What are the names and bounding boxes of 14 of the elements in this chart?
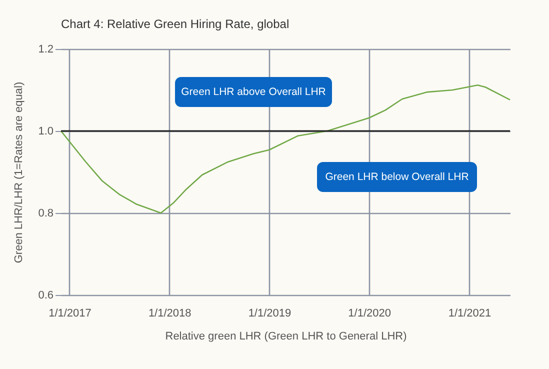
y-tick-label: 0.8 <box>38 208 54 220</box>
annotation: Green LHR above Overall LHR <box>181 86 326 98</box>
x-tick-label: 1/1/2017 <box>48 308 92 320</box>
chart-title: Chart 4: Relative Green Hiring Rate, global <box>61 17 290 31</box>
x-tick-label: 1/1/2018 <box>148 308 192 320</box>
y-tick-label: 1.2 <box>38 44 54 56</box>
x-tick-label: 1/1/2021 <box>448 308 492 320</box>
y-tick-label: 0.6 <box>38 290 54 302</box>
x-tick-label: 1/1/2019 <box>248 308 292 320</box>
y-tick-label: 1.0 <box>38 126 54 138</box>
annotation: Green LHR below Overall LHR <box>325 171 470 183</box>
y-axis-title: Green LHR/LHR (1=Rates are equal) <box>13 82 26 264</box>
x-tick-label: 1/1/2020 <box>348 308 392 320</box>
x-axis-title: Relative green LHR (Green LHR to General LHR) <box>165 330 407 342</box>
